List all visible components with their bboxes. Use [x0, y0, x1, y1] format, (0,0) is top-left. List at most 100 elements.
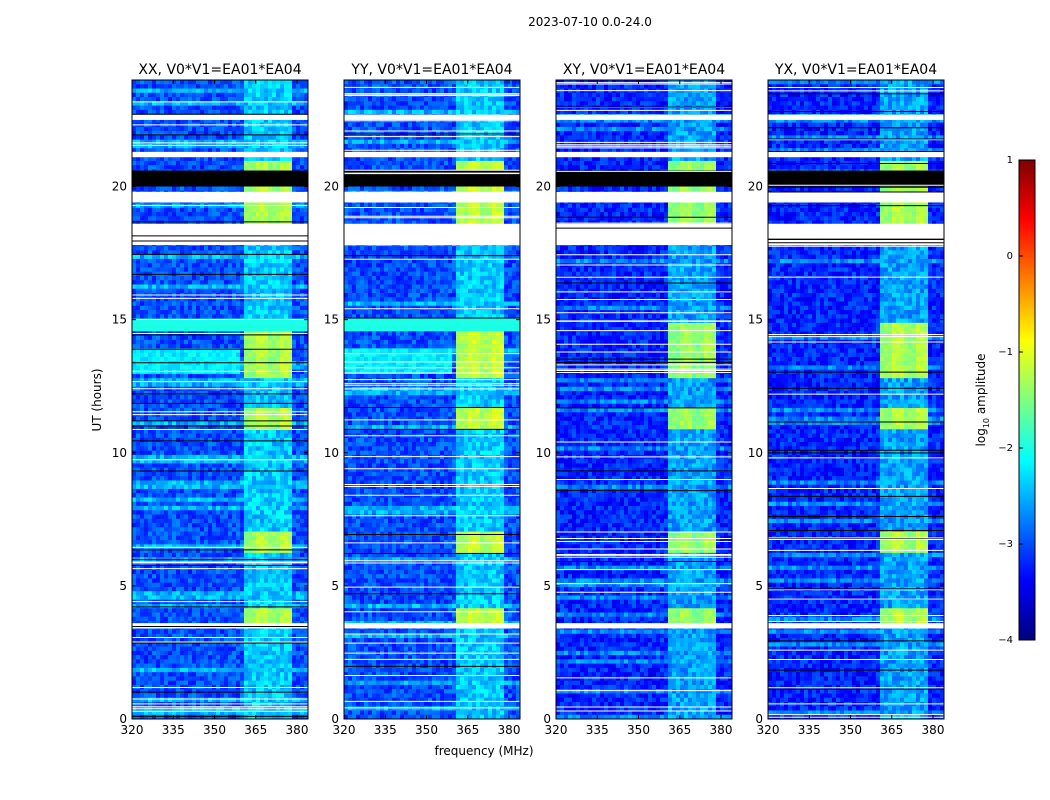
heatmap-cell [132, 518, 137, 524]
heatmap-cell [264, 429, 269, 434]
heatmap-cell [268, 314, 273, 319]
heatmap-cell [184, 148, 189, 153]
heatmap-cell [260, 284, 265, 290]
heatmap-cell [232, 416, 237, 422]
heatmap-cell [152, 514, 157, 520]
heatmap-cell [280, 258, 285, 264]
heatmap-cell [192, 497, 197, 503]
heatmap-cell [192, 442, 197, 447]
heatmap-cell [164, 373, 169, 379]
heatmap-cell [252, 378, 257, 383]
heatmap-cell [284, 280, 289, 285]
heatmap-cell [280, 126, 285, 132]
heatmap-cell [240, 488, 245, 494]
heatmap-cell [132, 80, 137, 85]
heatmap-cell [140, 84, 145, 89]
heatmap-cell [276, 327, 281, 332]
heatmap-cell [252, 361, 257, 366]
heatmap-cell [292, 84, 297, 89]
heatmap-cell [248, 552, 253, 558]
heatmap-cell [248, 143, 253, 149]
heatmap-cell [244, 506, 249, 511]
heatmap-cell [268, 361, 273, 366]
heatmap-cell [256, 160, 261, 166]
heatmap-cell [216, 361, 221, 366]
heatmap-cell [252, 459, 257, 464]
heatmap-cell [260, 369, 265, 375]
heatmap-cell [204, 518, 209, 524]
heatmap-cell [196, 160, 201, 166]
heatmap-cell [240, 301, 245, 307]
heatmap-cell [304, 305, 308, 311]
heatmap-cell [252, 369, 257, 375]
heatmap-cell [192, 327, 197, 332]
heatmap-cell [216, 373, 221, 379]
heatmap-cell [264, 207, 269, 213]
heatmap-cell [248, 139, 253, 145]
heatmap-cell [180, 506, 185, 511]
heatmap-cell [220, 275, 225, 281]
heatmap-cell [188, 322, 193, 328]
heatmap-cell [152, 548, 157, 554]
heatmap-cell [200, 186, 205, 192]
heatmap-cell [200, 361, 205, 366]
heatmap-cell [176, 301, 181, 307]
heatmap-cell [164, 101, 169, 106]
heatmap-cell [240, 80, 245, 85]
heatmap-cell [304, 399, 308, 405]
heatmap-cell [276, 531, 281, 537]
heatmap-cell [168, 467, 173, 473]
heatmap-cell [144, 126, 149, 132]
heatmap-cell [176, 446, 181, 451]
heatmap-cell [236, 84, 241, 89]
heatmap-cell [196, 467, 201, 473]
heatmap-cell [144, 510, 149, 515]
heatmap-cell [236, 501, 241, 507]
heatmap-cell [272, 501, 277, 507]
heatmap-cell [212, 258, 217, 264]
heatmap-cell [248, 186, 253, 192]
heatmap-cell [132, 540, 137, 545]
heatmap-cell [188, 356, 193, 362]
heatmap-cell [168, 429, 173, 434]
heatmap-cell [256, 310, 261, 315]
heatmap-cell [296, 365, 301, 370]
heatmap-cell [172, 88, 177, 94]
heatmap-cell [224, 429, 229, 434]
heatmap-cell [184, 280, 189, 285]
heatmap-cell [252, 531, 257, 537]
heatmap-cell [268, 420, 273, 426]
heatmap-cell [300, 109, 305, 115]
heatmap-cell [184, 310, 189, 315]
heatmap-cell [224, 246, 229, 251]
heatmap-cell [268, 544, 273, 549]
heatmap-cell [276, 216, 281, 221]
heatmap-cell [212, 446, 217, 451]
heatmap-cell [272, 484, 277, 490]
heatmap-cell [180, 348, 185, 353]
heatmap-cell [204, 105, 209, 111]
heatmap-cell [280, 369, 285, 375]
heatmap-cell [160, 488, 165, 494]
heatmap-cell [152, 373, 157, 379]
heatmap-cell [296, 348, 301, 353]
heatmap-cell [132, 135, 137, 140]
heatmap-cell [296, 446, 301, 451]
heatmap-cell [204, 344, 209, 349]
heatmap-cell [140, 378, 145, 383]
heatmap-cell [244, 459, 249, 464]
heatmap-cell [184, 446, 189, 451]
heatmap-cell [156, 216, 161, 221]
heatmap-cell [136, 101, 141, 106]
heatmap-cell [228, 467, 233, 473]
heatmap-cell [144, 263, 149, 268]
heatmap-cell [136, 135, 141, 140]
heatmap-cell [256, 544, 261, 549]
heatmap-cell [168, 318, 173, 324]
heatmap-cell [160, 420, 165, 426]
heatmap-cell [140, 484, 145, 490]
heatmap-cell [280, 284, 285, 290]
heatmap-cell [252, 433, 257, 439]
heatmap-cell [216, 305, 221, 311]
heatmap-cell [292, 186, 297, 192]
